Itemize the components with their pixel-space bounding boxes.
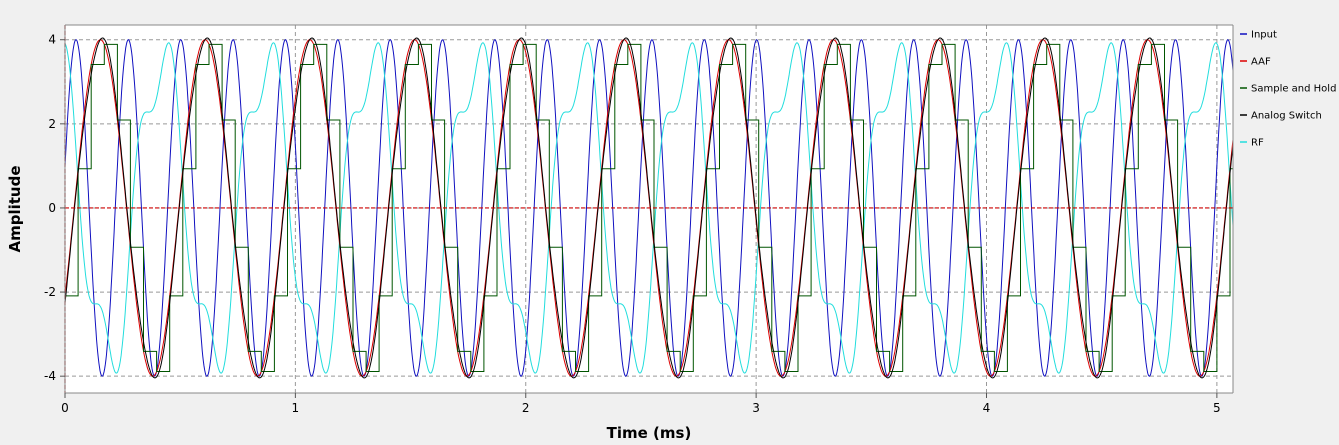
axes — [64, 24, 1234, 394]
x-tick-label: 0 — [61, 401, 69, 415]
y-tick-label: -4 — [44, 369, 56, 383]
series-layer — [64, 37, 1234, 379]
x-tick-label: 5 — [1213, 401, 1221, 415]
legend: Input AAF Sample and Hold Analog Switch RF — [1240, 30, 1336, 149]
y-tick-label: -2 — [44, 285, 56, 299]
y-tick-label: 4 — [48, 33, 56, 47]
x-tick-label: 3 — [752, 401, 760, 415]
legend-label: RF — [1251, 138, 1264, 149]
series-line-input — [64, 39, 1234, 377]
x-axis-label: Time (ms) — [607, 424, 692, 442]
y-axis-label: Amplitude — [6, 165, 24, 252]
x-tick-label: 4 — [983, 401, 991, 415]
x-tick-labels: 0 1 2 3 4 5 — [61, 393, 1221, 415]
legend-label: Analog Switch — [1251, 111, 1322, 122]
legend-item: RF — [1240, 138, 1264, 149]
legend-item: Sample and Hold — [1240, 84, 1336, 95]
legend-label: Sample and Hold — [1251, 84, 1336, 95]
series-line-rf — [64, 42, 1234, 374]
x-tick-label: 1 — [292, 401, 300, 415]
y-tick-label: 2 — [48, 117, 56, 131]
y-tick-labels: -4 -2 0 2 4 — [44, 33, 65, 383]
legend-item: Input — [1240, 30, 1277, 41]
x-tick-label: 2 — [522, 401, 530, 415]
legend-label: AAF — [1251, 57, 1271, 68]
legend-label: Input — [1251, 30, 1277, 41]
legend-item: Analog Switch — [1240, 111, 1322, 122]
legend-item: AAF — [1240, 57, 1271, 68]
series-line-analog-switch — [64, 37, 1234, 379]
y-tick-label: 0 — [48, 201, 56, 215]
series-line-sample-and-hold — [65, 43, 1233, 372]
